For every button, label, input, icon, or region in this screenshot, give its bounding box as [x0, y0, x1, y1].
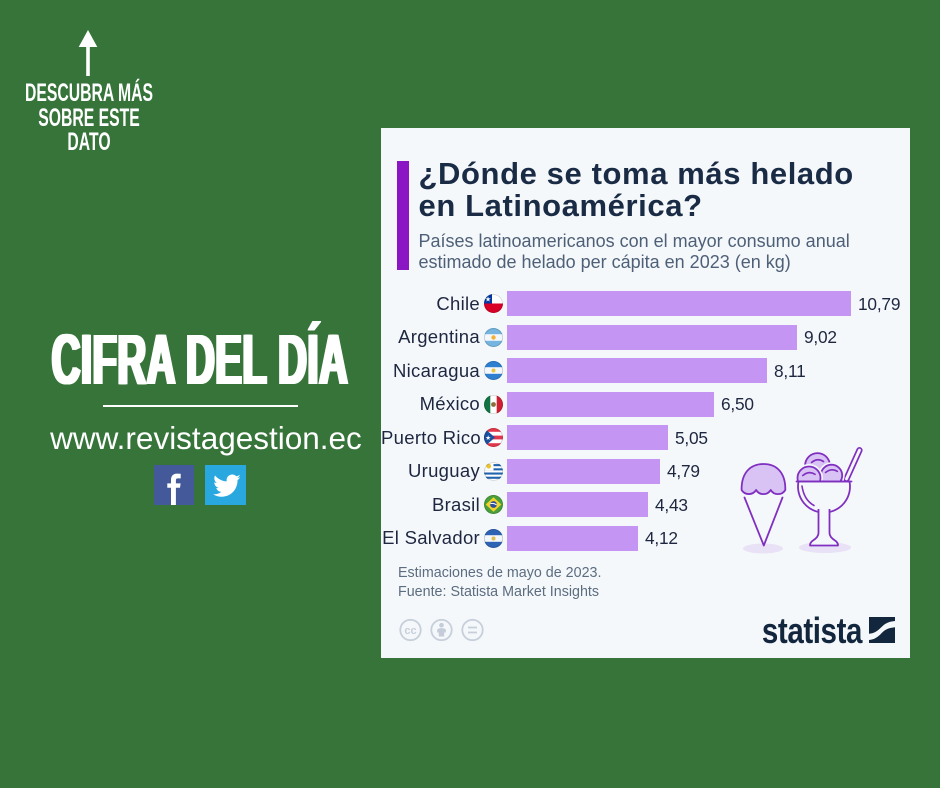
svg-text:★: ★	[484, 295, 490, 303]
svg-text:cc: cc	[404, 625, 416, 637]
svg-text:★: ★	[485, 434, 491, 442]
